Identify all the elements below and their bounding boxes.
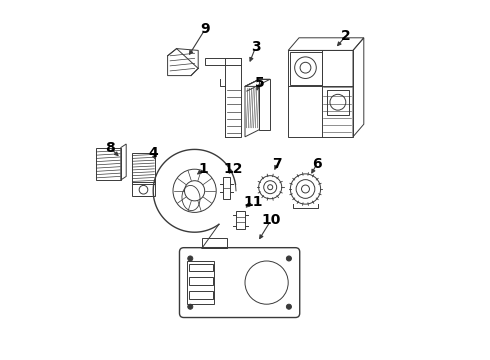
Text: 5: 5	[254, 76, 264, 90]
Circle shape	[286, 304, 292, 309]
Text: 1: 1	[199, 162, 208, 176]
Text: 4: 4	[148, 146, 158, 160]
Text: 10: 10	[261, 213, 281, 227]
Circle shape	[188, 304, 193, 309]
Text: 6: 6	[312, 157, 322, 171]
Text: 2: 2	[341, 29, 351, 43]
Text: 12: 12	[224, 162, 243, 176]
Circle shape	[286, 256, 292, 261]
Text: 3: 3	[251, 40, 261, 54]
Text: 9: 9	[200, 22, 210, 36]
Text: 11: 11	[243, 195, 263, 208]
Circle shape	[188, 256, 193, 261]
Text: 7: 7	[272, 157, 282, 171]
Text: 8: 8	[105, 141, 115, 154]
